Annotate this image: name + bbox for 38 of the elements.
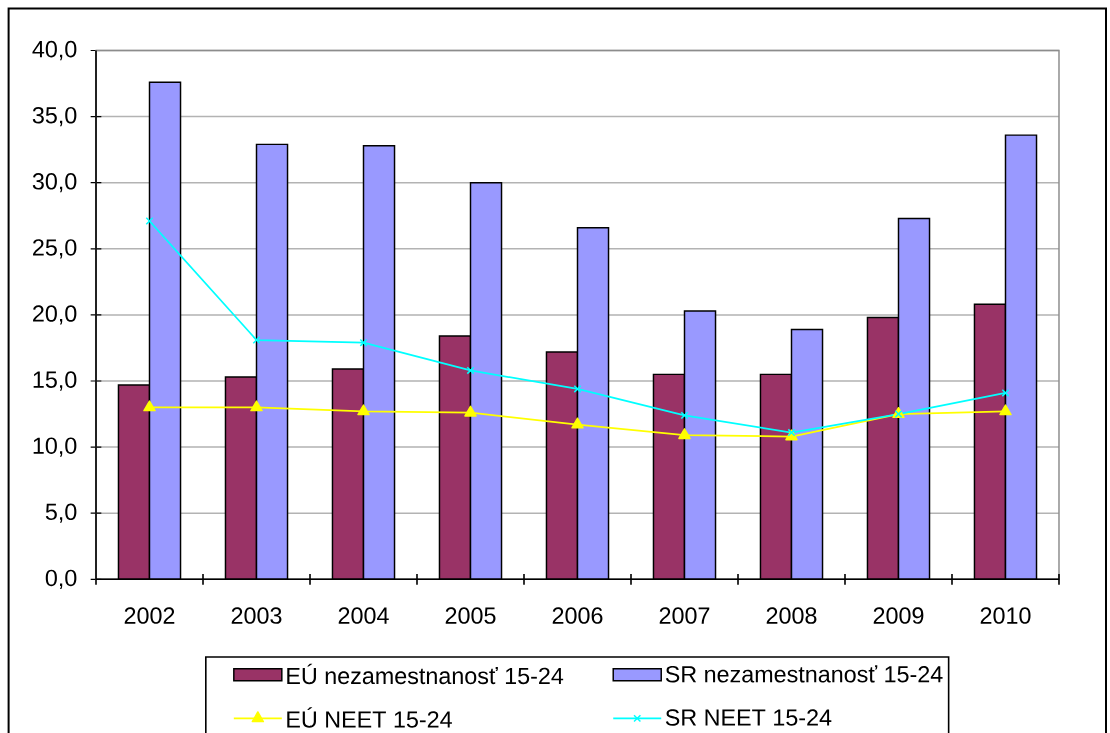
y-tick-label: 0,0 bbox=[45, 569, 77, 589]
y-tick-label: 25,0 bbox=[33, 239, 77, 259]
x-tick-label: 2009 bbox=[873, 607, 924, 624]
x-tick-label: 2002 bbox=[124, 607, 175, 624]
x-tick-label: 2003 bbox=[231, 607, 282, 624]
x-tick-label: 2010 bbox=[980, 607, 1031, 624]
point bbox=[466, 366, 475, 375]
x-tick-label: 2004 bbox=[338, 607, 389, 624]
point bbox=[787, 428, 796, 437]
y-tick-label: 10,0 bbox=[33, 437, 77, 457]
y-tick-label: 35,0 bbox=[32, 106, 77, 127]
point bbox=[143, 400, 156, 412]
point bbox=[894, 410, 903, 418]
y-tick-label: 30,0 bbox=[32, 173, 77, 193]
point bbox=[464, 405, 477, 417]
y-tick-label: 20,0 bbox=[33, 305, 77, 325]
point bbox=[573, 384, 582, 393]
legend-label: EÚ NEET 15-24 bbox=[287, 707, 452, 728]
legend-label: EÚ nezamestnanosť 15-24 bbox=[287, 663, 564, 685]
legend-label: SR nezamestnanosť 15-24 bbox=[665, 665, 943, 683]
point bbox=[571, 417, 584, 429]
point bbox=[252, 336, 261, 344]
point bbox=[145, 217, 154, 225]
y-tick-label: 5,0 bbox=[45, 503, 77, 523]
x-tick-label: 2007 bbox=[659, 607, 710, 624]
point bbox=[357, 404, 370, 416]
x-tick-label: 2008 bbox=[766, 607, 817, 624]
point bbox=[999, 404, 1012, 416]
y-tick-label: 40,0 bbox=[32, 40, 77, 61]
y-tick-label: 15,0 bbox=[33, 371, 77, 391]
point bbox=[678, 428, 691, 440]
x-tick-label: 2005 bbox=[445, 607, 496, 624]
x-tick-label: 2006 bbox=[552, 607, 603, 624]
point bbox=[250, 400, 263, 412]
point bbox=[1001, 388, 1010, 397]
point bbox=[680, 411, 689, 420]
legend-label: SR NEET 15-24 bbox=[665, 709, 832, 726]
point bbox=[359, 338, 368, 347]
